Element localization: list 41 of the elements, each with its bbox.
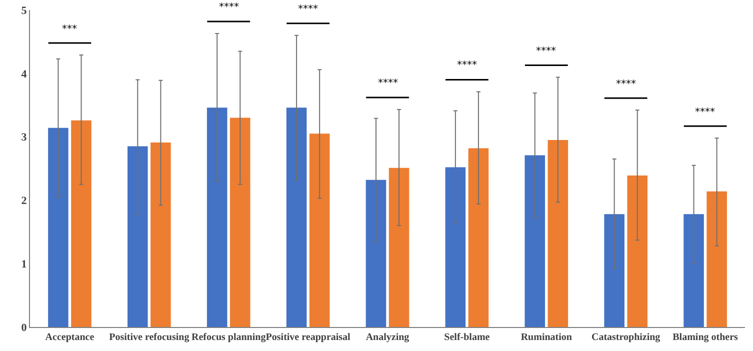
bar xyxy=(71,120,92,327)
y-tick-label: 2 xyxy=(21,195,28,208)
bar xyxy=(445,167,466,327)
x-tick-label: Analyzing xyxy=(366,332,410,343)
bar xyxy=(706,191,727,327)
bar xyxy=(548,140,568,327)
bar xyxy=(309,134,330,327)
bar xyxy=(468,148,489,327)
y-tick-label: 5 xyxy=(21,4,28,17)
y-tick-label: 0 xyxy=(21,322,28,334)
y-tick-label: 3 xyxy=(21,132,28,144)
bar xyxy=(388,168,410,327)
annotation: **** xyxy=(616,79,636,90)
bar xyxy=(128,146,148,327)
x-tick-label: Positive refocusing xyxy=(109,332,190,343)
bar xyxy=(48,128,68,327)
bar xyxy=(604,214,624,327)
bar xyxy=(627,175,648,327)
x-tick-label: Rumination xyxy=(520,332,572,343)
bar xyxy=(524,155,546,327)
x-tick-label: Self-blame xyxy=(444,332,490,343)
annotation: **** xyxy=(457,60,477,71)
annotation: **** xyxy=(219,2,239,13)
bar xyxy=(150,142,171,327)
y-tick-label: 1 xyxy=(21,258,27,270)
annotation: **** xyxy=(378,78,398,89)
annotation: **** xyxy=(298,4,318,15)
x-tick-label: Positive reappraisal xyxy=(266,332,351,343)
x-tick-label: Acceptance xyxy=(45,332,95,343)
y-tick-label: 4 xyxy=(21,68,28,80)
annotation: **** xyxy=(536,46,556,57)
annotation: **** xyxy=(695,107,715,118)
bar xyxy=(684,214,704,327)
bar xyxy=(366,180,386,327)
bar xyxy=(230,118,250,327)
annotation: *** xyxy=(62,24,77,35)
bar xyxy=(286,108,307,327)
x-tick-label: Catastrophizing xyxy=(591,332,660,343)
x-tick-label: Blaming others xyxy=(672,332,738,343)
bar xyxy=(206,108,228,327)
x-tick-label: Refocus planning xyxy=(192,332,266,343)
